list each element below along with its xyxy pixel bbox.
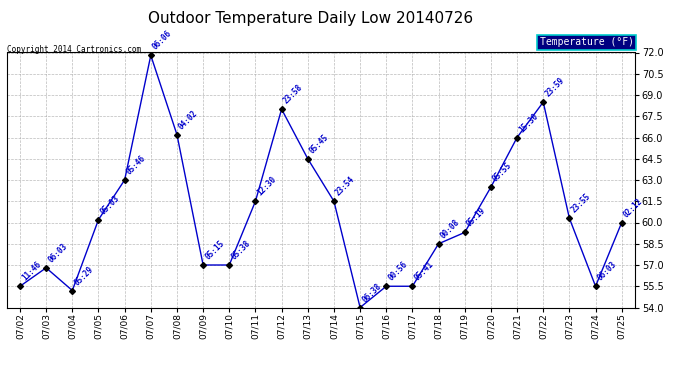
Text: 00:56: 00:56 xyxy=(386,260,409,283)
Text: 05:38: 05:38 xyxy=(229,239,252,261)
Text: 05:45: 05:45 xyxy=(308,132,331,155)
Text: 05:55: 05:55 xyxy=(491,161,513,183)
Text: 15:30: 15:30 xyxy=(517,111,540,134)
Text: 23:54: 23:54 xyxy=(334,175,357,198)
Text: 23:55: 23:55 xyxy=(569,192,592,215)
Text: 06:38: 06:38 xyxy=(360,281,383,304)
Text: 05:19: 05:19 xyxy=(465,206,487,229)
Text: 05:41: 05:41 xyxy=(413,260,435,283)
Text: 02:12: 02:12 xyxy=(622,196,644,219)
Text: 23:58: 23:58 xyxy=(282,83,304,106)
Text: Outdoor Temperature Daily Low 20140726: Outdoor Temperature Daily Low 20140726 xyxy=(148,11,473,26)
Text: 05:03: 05:03 xyxy=(99,194,121,216)
Text: 05:15: 05:15 xyxy=(203,239,226,261)
Text: 06:03: 06:03 xyxy=(46,242,69,264)
Text: 04:02: 04:02 xyxy=(177,108,199,131)
Text: 12:30: 12:30 xyxy=(255,175,278,198)
Text: 05:46: 05:46 xyxy=(125,154,148,177)
Text: 05:29: 05:29 xyxy=(72,264,95,287)
Text: Copyright 2014 Cartronics.com: Copyright 2014 Cartronics.com xyxy=(7,45,141,54)
Text: 06:06: 06:06 xyxy=(151,29,173,52)
Text: 11:46: 11:46 xyxy=(20,260,43,283)
Text: Temperature (°F): Temperature (°F) xyxy=(540,38,633,47)
Text: 00:08: 00:08 xyxy=(439,217,462,240)
Text: 23:59: 23:59 xyxy=(543,76,566,99)
Text: 06:03: 06:03 xyxy=(595,260,618,283)
